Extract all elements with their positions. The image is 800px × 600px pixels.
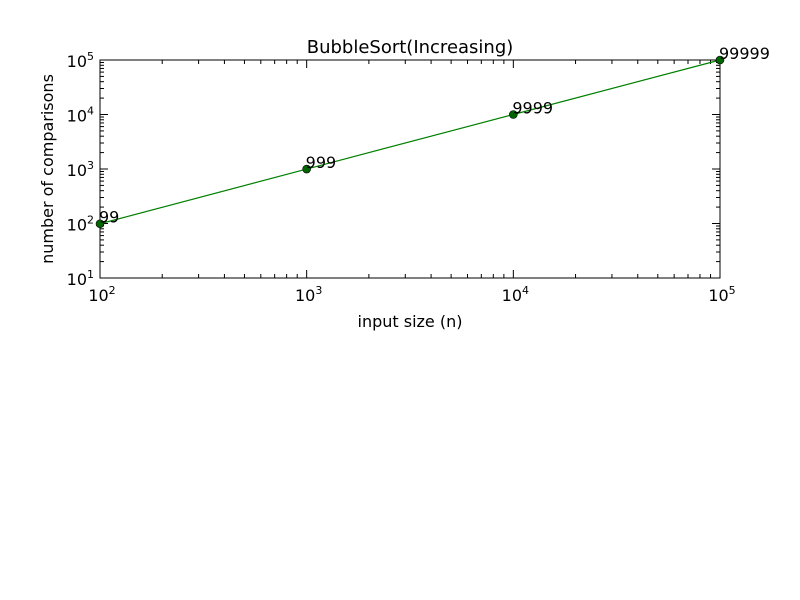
data-label: 9999: [512, 99, 553, 118]
y-tick-label: 105: [67, 50, 94, 71]
data-point: [715, 55, 725, 65]
data-point: [509, 110, 518, 119]
data-label: 999: [306, 153, 337, 172]
series-layer: [95, 55, 725, 229]
data-point: [302, 164, 311, 174]
y-tick-label: 103: [67, 159, 94, 180]
y-axis-label: number of comparisons: [38, 74, 57, 264]
data-label: 99999: [719, 44, 770, 63]
x-tick-label: 102: [88, 284, 115, 305]
data-point: [95, 219, 105, 229]
y-tick-label: 104: [67, 105, 94, 126]
series-line: [99, 59, 721, 225]
x-tick-label: 104: [502, 284, 529, 305]
y-tick-label: 102: [67, 214, 94, 235]
chart-title: BubbleSort(Increasing): [307, 37, 514, 58]
data-label: 99: [99, 208, 119, 227]
x-tick-label: 105: [708, 284, 735, 305]
x-axis-label: input size (n): [358, 312, 463, 331]
y-tick-label: 101: [67, 268, 94, 289]
x-tick-label: 103: [295, 284, 322, 305]
